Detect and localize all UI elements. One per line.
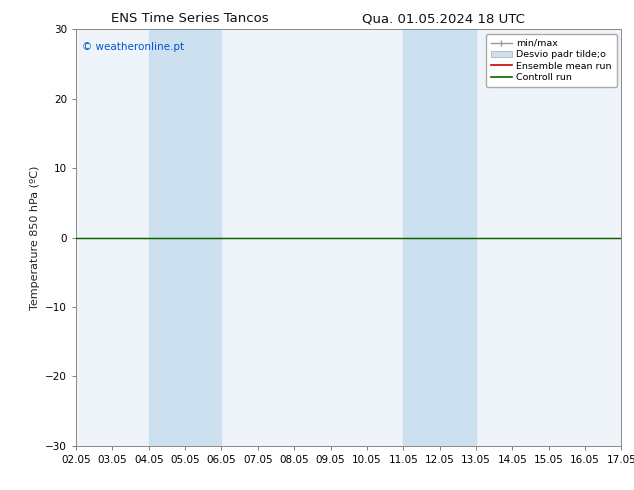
Text: ENS Time Series Tancos: ENS Time Series Tancos	[112, 12, 269, 25]
Legend: min/max, Desvio padr tilde;o, Ensemble mean run, Controll run: min/max, Desvio padr tilde;o, Ensemble m…	[486, 34, 617, 87]
Bar	[403, 29, 476, 446]
Bar	[149, 29, 221, 446]
Text: Qua. 01.05.2024 18 UTC: Qua. 01.05.2024 18 UTC	[363, 12, 525, 25]
Y-axis label: Temperature 850 hPa (ºC): Temperature 850 hPa (ºC)	[30, 166, 39, 310]
Text: © weatheronline.pt: © weatheronline.pt	[82, 42, 184, 52]
